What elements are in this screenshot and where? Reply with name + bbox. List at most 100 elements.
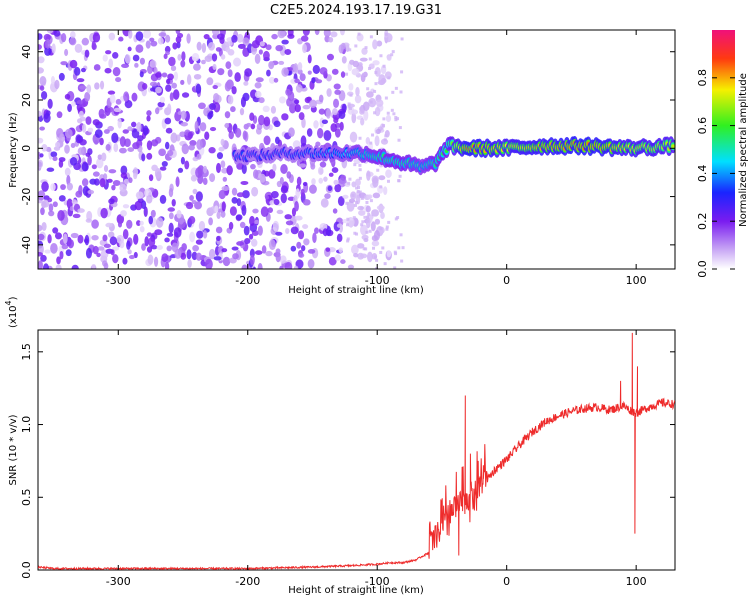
noise-cell [79, 85, 87, 90]
noise-cell [323, 176, 328, 182]
x-tick-label: 100 [626, 274, 647, 287]
noise-cell [231, 187, 238, 196]
noise-cell [340, 174, 347, 181]
noise-cell [359, 57, 368, 62]
noise-cell [285, 88, 291, 96]
noise-cell [92, 119, 100, 126]
noise-cell [46, 30, 54, 34]
noise-cell [39, 126, 45, 131]
noise-cell [155, 217, 164, 228]
snr-frame [37, 329, 676, 571]
noise-cell [216, 162, 221, 174]
noise-cell [371, 240, 380, 247]
noise-cell [120, 210, 127, 217]
noise-cell [372, 39, 378, 50]
noise-cell [346, 223, 350, 227]
noise-cell [273, 120, 281, 128]
noise-cell [77, 147, 85, 155]
noise-cell [85, 116, 92, 125]
noise-cell [81, 178, 89, 187]
noise-cell [387, 220, 391, 224]
noise-cell [148, 215, 154, 225]
noise-cell [159, 96, 166, 103]
noise-cell [220, 138, 225, 146]
noise-cell [273, 77, 279, 83]
noise-cell [144, 236, 149, 247]
noise-cell [351, 244, 359, 255]
noise-cell [361, 47, 368, 55]
noise-cell [113, 142, 119, 153]
noise-cell [397, 179, 401, 183]
noise-cell [268, 76, 276, 84]
noise-cell [181, 51, 186, 62]
noise-cell [146, 110, 152, 117]
noise-cell [93, 178, 100, 186]
snr-scale-suffix: ) [8, 296, 19, 300]
noise-cell [328, 172, 334, 177]
snr-x-axis-label: Height of straight line (km) [288, 585, 424, 596]
noise-cell [112, 254, 119, 264]
noise-cell [358, 163, 362, 167]
noise-cell [192, 245, 200, 252]
noise-cell [315, 79, 323, 84]
noise-cell [148, 236, 156, 248]
noise-cell [59, 250, 64, 260]
noise-cell [401, 246, 405, 250]
noise-cell [218, 146, 225, 152]
noise-cell [199, 122, 207, 132]
noise-cell [372, 177, 379, 188]
noise-cell [168, 212, 174, 220]
noise-cell [60, 184, 66, 190]
noise-cell [349, 107, 353, 111]
noise-cell [87, 148, 93, 156]
noise-cell [221, 201, 226, 212]
noise-cell [132, 54, 140, 62]
noise-cell [167, 149, 174, 157]
noise-cell [385, 114, 392, 123]
x-tick-label: -300 [106, 575, 131, 588]
x-tick-label: -300 [106, 274, 131, 287]
noise-cell [187, 259, 192, 268]
noise-cell [346, 217, 350, 221]
noise-cell [179, 131, 186, 138]
noise-cell [240, 180, 249, 185]
noise-cell [38, 151, 41, 160]
noise-cell [267, 207, 274, 213]
noise-cell [146, 232, 153, 237]
noise-cell [181, 92, 190, 98]
noise-cell [38, 33, 43, 40]
noise-cell [225, 61, 232, 69]
noise-cell [208, 217, 213, 226]
noise-cell [379, 227, 383, 231]
noise-cell [353, 158, 361, 164]
noise-cell [364, 247, 368, 251]
noise-cell [208, 42, 215, 51]
noise-cell [336, 233, 343, 243]
noise-cell [302, 30, 310, 36]
noise-cell [287, 33, 295, 39]
noise-cell [180, 122, 189, 127]
noise-cell [161, 253, 169, 263]
noise-cell [253, 169, 259, 179]
noise-cell [38, 67, 44, 74]
noise-cell [311, 77, 316, 84]
noise-cell [107, 231, 115, 238]
noise-cell [221, 167, 229, 174]
noise-cell [250, 238, 258, 247]
noise-cell [303, 238, 310, 246]
noise-cell [218, 189, 226, 200]
noise-cell [204, 131, 210, 140]
y-tick-label: 0 [20, 145, 33, 152]
noise-cell [285, 220, 294, 226]
noise-cell [158, 32, 167, 37]
noise-cell [204, 55, 213, 63]
noise-cell [358, 210, 366, 216]
snr-series-line [38, 332, 675, 570]
noise-cell [384, 134, 388, 138]
noise-cell [85, 218, 93, 223]
noise-cell [242, 190, 250, 199]
noise-cell [58, 72, 65, 81]
noise-cell [84, 234, 90, 246]
noise-cell [376, 40, 383, 47]
